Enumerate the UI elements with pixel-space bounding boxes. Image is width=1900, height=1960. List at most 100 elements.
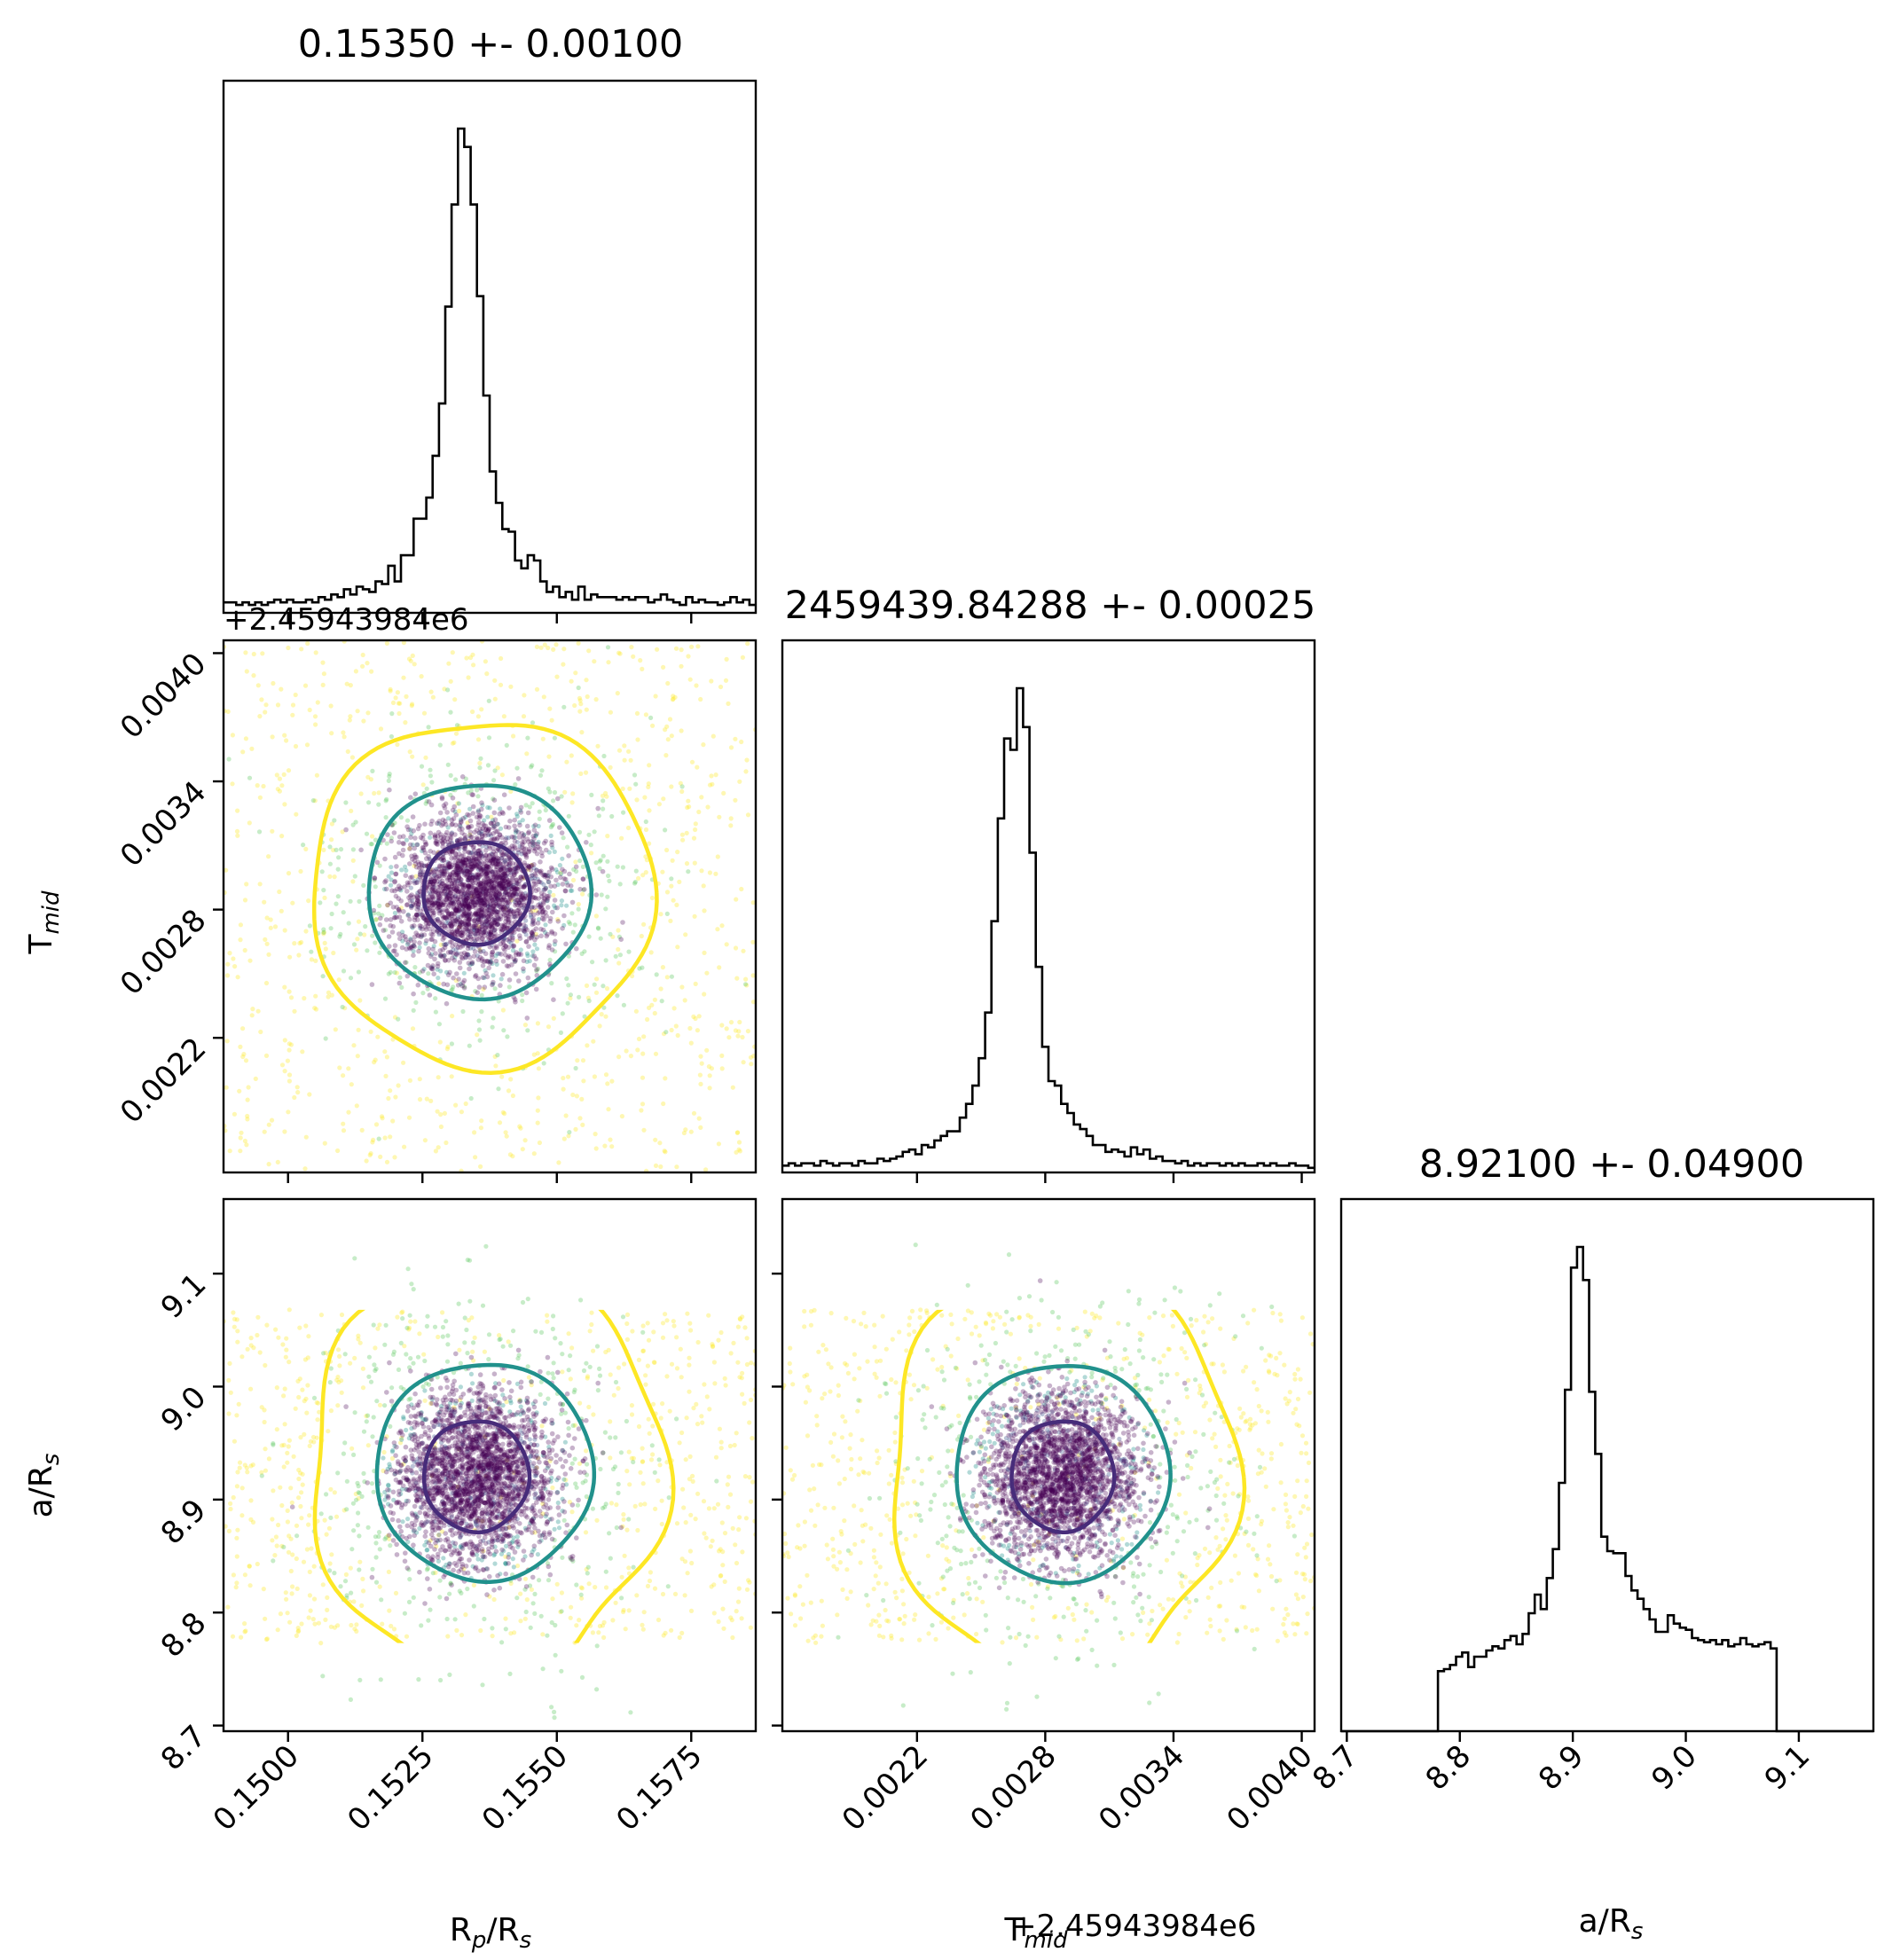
scatter-point [483,929,489,935]
scatter-point [511,994,516,1000]
scatter-point [238,1149,243,1154]
scatter-point [501,904,507,910]
scatter-point [483,951,489,957]
scatter-point [487,845,492,851]
scatter-point [487,908,492,913]
scatter-point [467,884,473,890]
scatter-point [511,944,516,949]
scatter-point [274,1543,279,1548]
scatter-point [464,922,470,929]
scatter-point [465,1586,470,1592]
scatter-point [390,1352,396,1357]
scatter-point [343,827,349,833]
scatter-point [261,783,266,789]
scatter-point [681,1505,687,1510]
scatter-point [234,1535,239,1541]
scatter-point [239,1354,245,1360]
scatter-point [506,984,512,990]
scatter-point [569,1345,575,1351]
scatter-point [499,878,506,883]
scatter-point [284,1347,289,1352]
scatter-point [417,889,422,894]
scatter-point [482,975,487,981]
scatter-point [449,1074,454,1079]
scatter-point [504,864,509,870]
scatter-point [607,878,612,884]
scatter-point [226,757,232,762]
scatter-point [448,921,453,927]
scatter-point [596,813,601,819]
scatter-point [382,1135,388,1141]
scatter-point [231,1310,236,1315]
scatter-point [336,1379,342,1385]
scatter-point [728,1615,734,1620]
scatter-point [512,887,517,893]
scatter-point [485,904,491,909]
scatter-point [396,710,402,717]
scatter-point [284,1336,289,1341]
scatter-point [599,1012,604,1017]
scatter-point [536,917,542,922]
scatter-point [522,883,527,889]
scatter-point [400,938,405,944]
scatter-point [445,687,451,693]
scatter-point [513,868,518,874]
scatter-point [569,1509,575,1515]
scatter-point [613,1379,619,1385]
scatter-point [436,1022,442,1027]
scatter-point [315,700,320,705]
scatter-point [616,1385,621,1392]
scatter-point [526,864,532,869]
scatter-point [466,869,471,874]
scatter-point [638,658,643,663]
scatter-point [744,757,750,763]
scatter-point [640,1329,646,1335]
scatter-point [498,682,504,687]
scatter-point [472,949,478,954]
scatter-point [537,809,542,814]
scatter-point [687,1321,693,1326]
scatter-point [224,973,231,978]
scatter-point [702,1531,707,1536]
scatter-point [629,645,634,650]
scatter-point [370,768,375,774]
scatter-point [420,832,426,838]
scatter-point [404,818,411,823]
scatter-point [538,901,543,906]
scatter-point [389,929,396,935]
scatter-point [624,1312,631,1317]
scatter-point [495,765,500,771]
scatter-point [507,954,514,960]
scatter-point [475,867,482,873]
scatter-point [388,1134,393,1140]
scatter-point [566,1331,571,1337]
scatter-point [334,1514,340,1519]
scatter-point [482,984,488,990]
scatter-point [407,1577,412,1582]
scatter-point [594,976,600,982]
scatter-rp-tmid [224,640,756,1172]
scatter-point [687,1548,694,1554]
scatter-point [449,831,454,836]
scatter-point [703,1167,709,1172]
scatter-point [444,917,450,922]
scatter-point [477,866,483,872]
scatter-point [526,1375,532,1380]
scatter-point [551,1360,556,1366]
scatter-point [647,841,652,846]
scatter-point [693,1517,698,1522]
scatter-point [512,997,518,1002]
scatter-point [358,847,364,853]
scatter-point [490,1024,495,1030]
scatter-point [622,743,627,749]
scatter-point [540,1632,546,1637]
scatter-point [499,885,506,891]
scatter-point [285,1058,290,1063]
scatter-point [436,976,441,981]
scatter-point [444,1319,449,1324]
scatter-point [478,868,484,874]
scatter-point [282,733,287,738]
scatter-point [470,864,476,869]
scatter-point [393,1590,399,1595]
scatter-point [431,884,436,890]
